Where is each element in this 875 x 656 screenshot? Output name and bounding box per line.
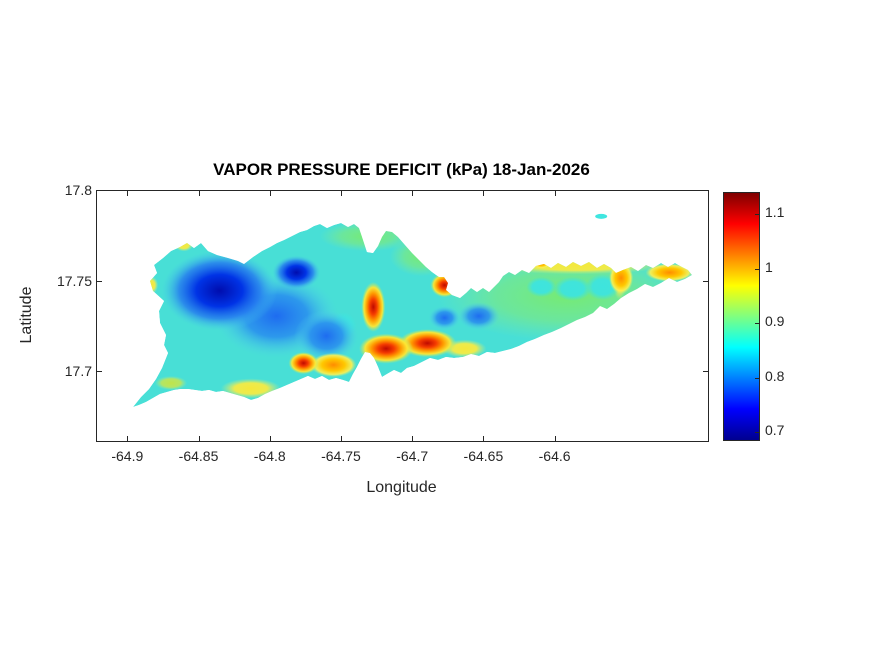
x-tick-label: -64.7 (396, 448, 429, 464)
colorbar-tick-label: 0.7 (765, 422, 785, 439)
colorbar-tick (755, 377, 759, 379)
contour-feature-navy-north-central-low (272, 255, 321, 290)
y-tick-right (703, 280, 708, 282)
x-tick-bottom (198, 436, 200, 441)
contour-feature-blue-mid-east-spot-1 (428, 305, 461, 330)
x-tick-bottom (340, 436, 342, 441)
plot-title: VAPOR PRESSURE DEFICIT (kPa) 18-Jan-2026 (213, 160, 590, 179)
colorbar-tick-label: 1.1 (765, 204, 785, 221)
contour-feature-green-northeast-slope (389, 236, 454, 277)
x-tick-top (483, 191, 485, 196)
y-tick-label: 17.7 (64, 363, 92, 380)
x-axis-label: Longitude (366, 479, 437, 496)
contour-feature-orange-tail-north-dash (532, 258, 551, 269)
x-tick-top (554, 191, 556, 196)
contour-feature-yellow-west-coast-spot (144, 276, 159, 295)
colorbar-tick (755, 268, 759, 270)
island-map-svg (133, 213, 692, 407)
x-tick-label: -64.75 (321, 448, 361, 464)
y-tick-label: 17.8 (64, 182, 92, 198)
colorbar-tick (755, 323, 759, 325)
contour-feature-red-harbor-spot (430, 273, 459, 298)
x-tick-bottom (127, 436, 129, 441)
colorbar (723, 192, 760, 441)
colorbar-tick-label: 0.8 (765, 367, 785, 384)
island-region (133, 223, 692, 407)
contour-feature-cyan-tail-pocket-1 (526, 277, 557, 298)
colorbar-tick (755, 214, 759, 216)
contour-feature-cyan-tail-pocket-2 (553, 276, 592, 301)
x-tick-top (340, 191, 342, 196)
contour-blob-layer (144, 223, 692, 399)
y-tick-left (97, 371, 102, 373)
x-tick-bottom (554, 436, 556, 441)
y-tick-left (97, 280, 102, 282)
offshore-islet (595, 213, 608, 219)
x-tick-bottom (269, 436, 271, 441)
colorbar-tick-label: 1 (765, 258, 773, 275)
y-tick-right (703, 371, 708, 373)
contour-feature-yellow-tail-north-edge (488, 256, 665, 275)
contour-feature-yellow-northwest-bump (174, 239, 193, 252)
x-tick-bottom (483, 436, 485, 441)
contour-feature-greenyellow-sw-peninsula (155, 376, 188, 391)
x-tick-top (412, 191, 414, 196)
x-tick-top (269, 191, 271, 196)
contour-feature-red-south-central-max (359, 333, 414, 364)
x-tick-label: -64.65 (463, 448, 504, 464)
contour-feature-orange-neck (609, 261, 634, 294)
contour-feature-orange-south-bridge (310, 352, 357, 377)
x-tick-top (127, 191, 129, 196)
colorbar-tick-label: 0.9 (765, 313, 785, 330)
x-tick-label: -64.6 (538, 448, 571, 464)
contour-feature-blue-central-tongue (294, 309, 359, 362)
y-axis-label: Latitude (18, 286, 35, 344)
colorbar-tick (755, 432, 759, 434)
x-tick-label: -64.8 (253, 448, 286, 464)
plot-area (96, 190, 709, 442)
contour-feature-orange-east-tip (645, 263, 692, 282)
x-tick-label: -64.85 (178, 448, 219, 464)
contour-feature-red-south-west-spot (288, 352, 319, 375)
contour-feature-blue-mid-east-spot-2 (457, 302, 500, 330)
contour-feature-red-hook-finger (361, 281, 386, 332)
y-tick-label: 17.75 (56, 272, 92, 289)
x-tick-bottom (412, 436, 414, 441)
x-tick-top (198, 191, 200, 196)
contour-feature-navy-northwest-low (161, 250, 278, 331)
x-tick-label: -64.9 (111, 448, 144, 464)
contour-feature-yellow-southwest-coast (220, 378, 281, 399)
